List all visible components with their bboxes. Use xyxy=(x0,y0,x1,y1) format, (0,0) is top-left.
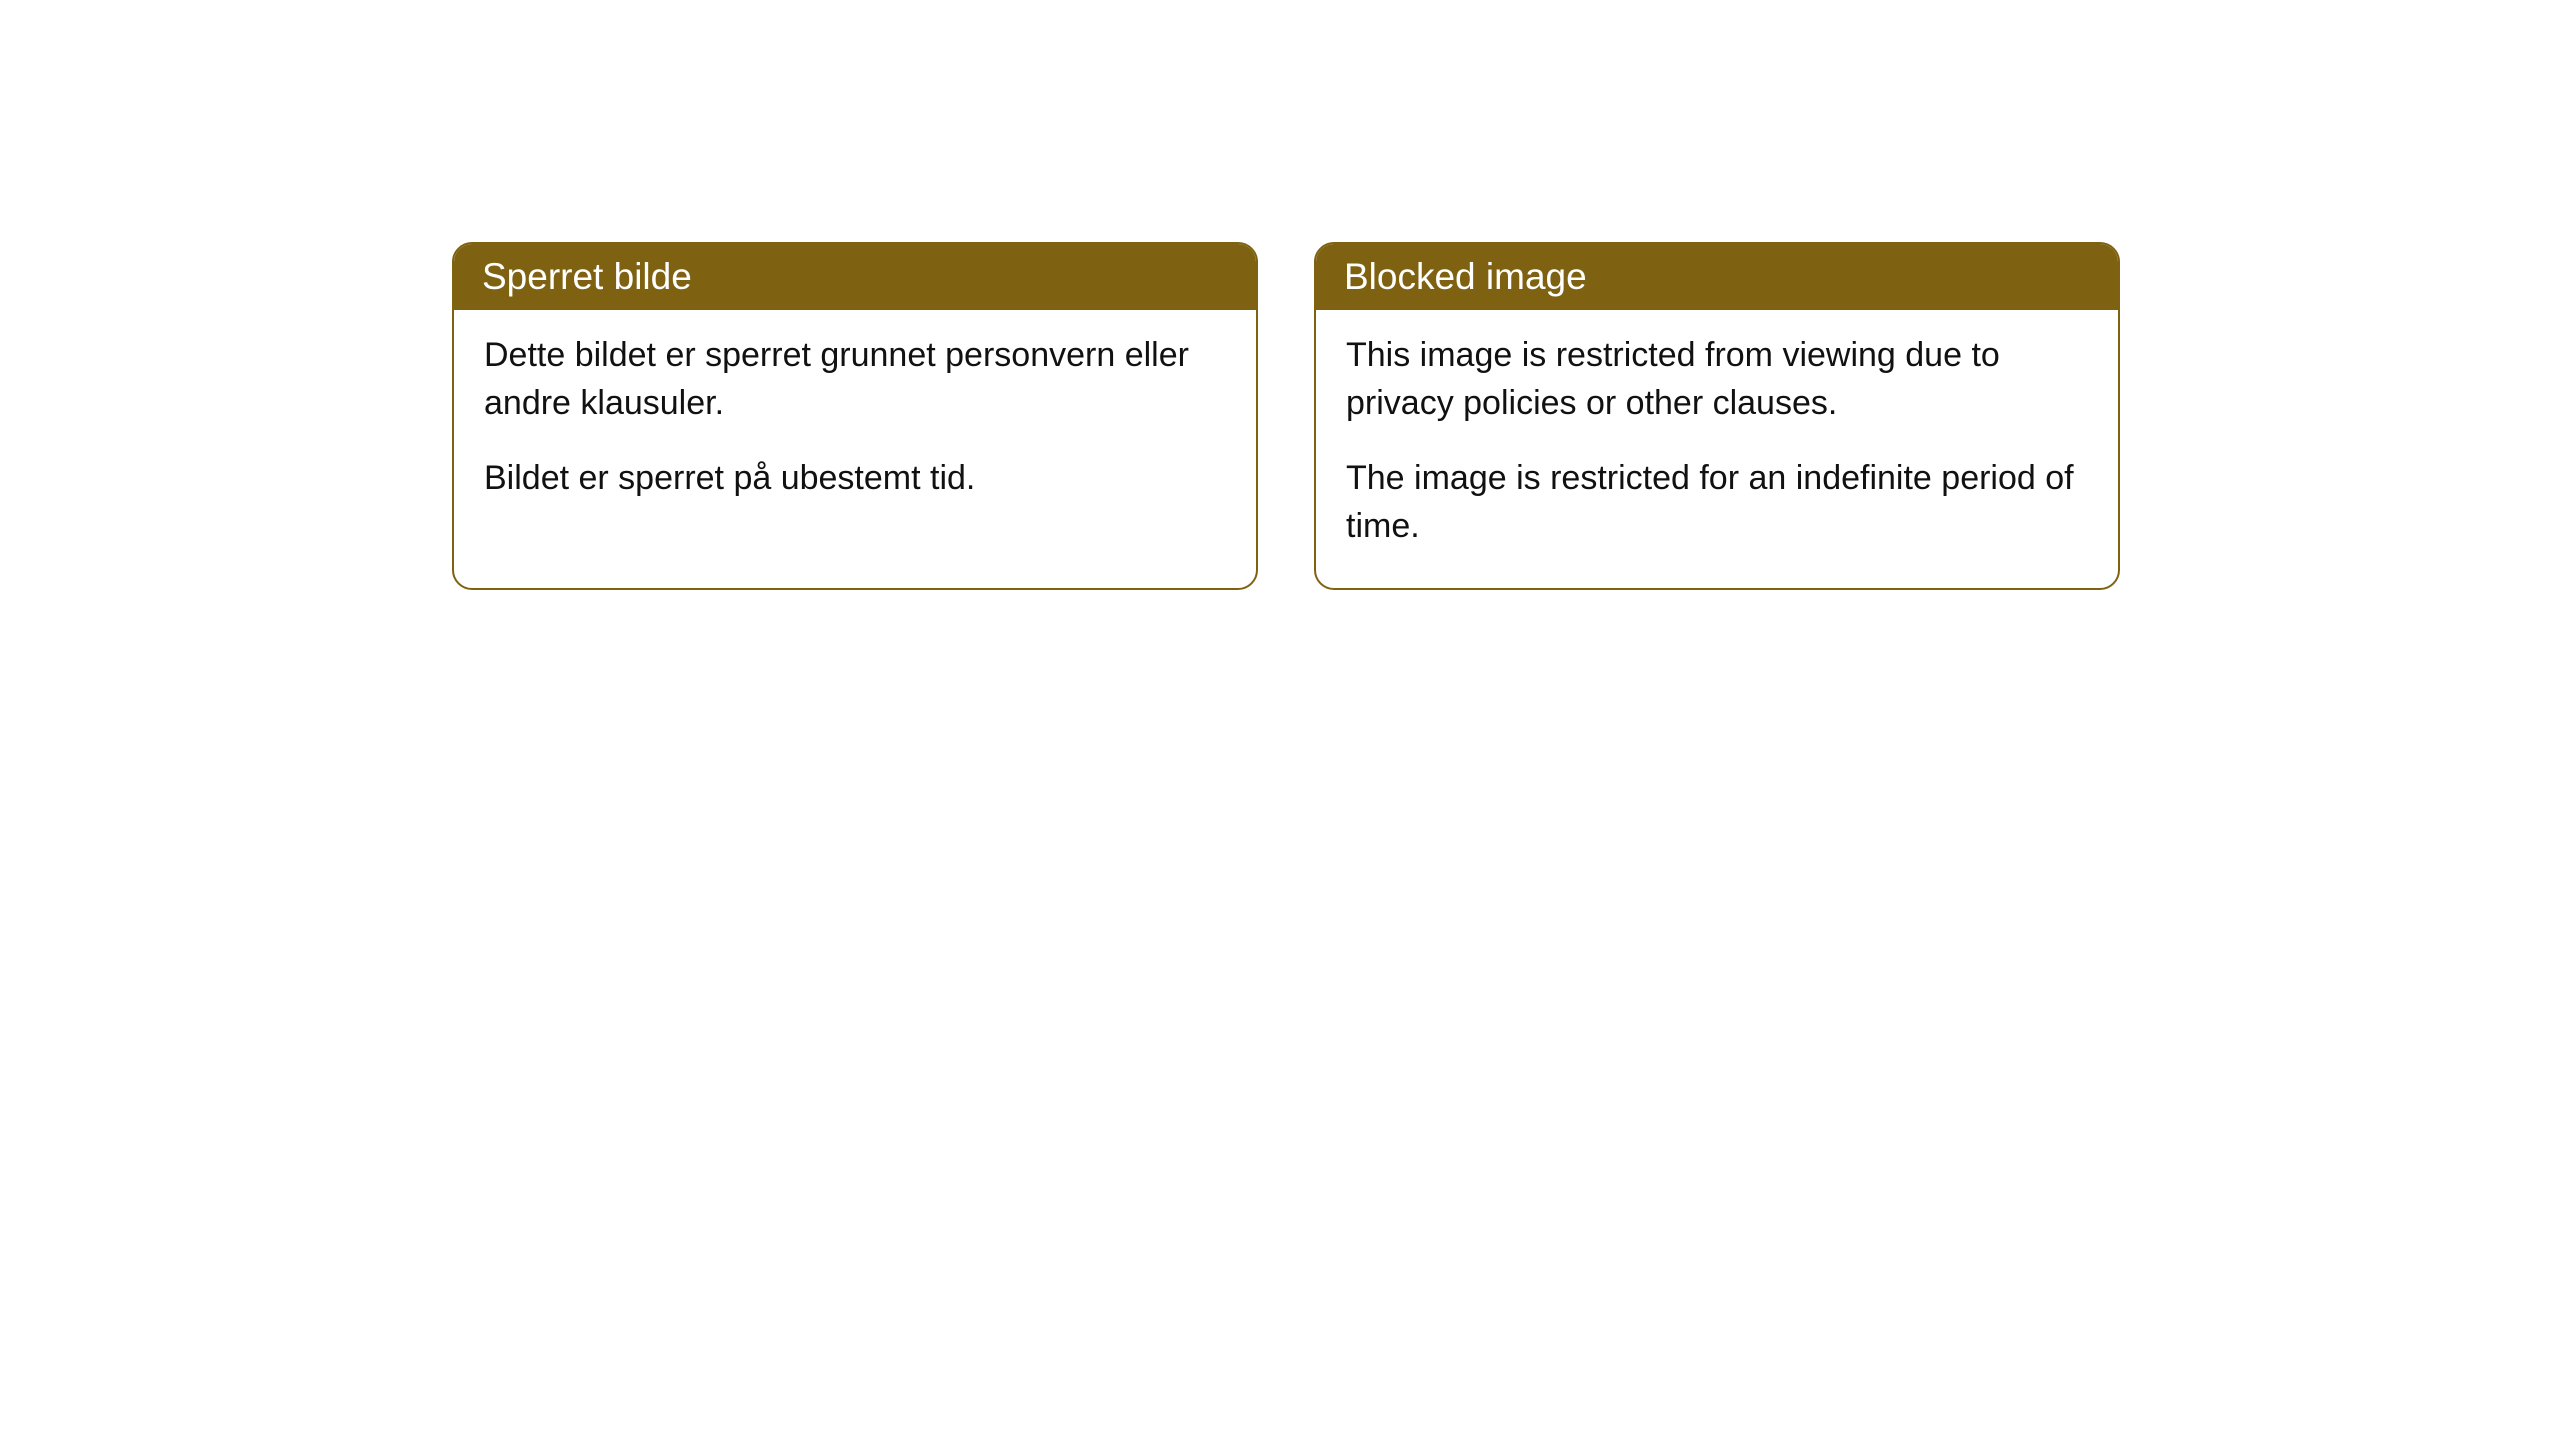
notice-cards-container: Sperret bilde Dette bildet er sperret gr… xyxy=(0,0,2560,590)
card-paragraph: This image is restricted from viewing du… xyxy=(1346,332,2088,427)
notice-card-english: Blocked image This image is restricted f… xyxy=(1314,242,2120,590)
card-paragraph: Dette bildet er sperret grunnet personve… xyxy=(484,332,1226,427)
card-body-english: This image is restricted from viewing du… xyxy=(1316,310,2118,588)
card-header-english: Blocked image xyxy=(1316,244,2118,310)
card-paragraph: Bildet er sperret på ubestemt tid. xyxy=(484,455,1226,503)
card-paragraph: The image is restricted for an indefinit… xyxy=(1346,455,2088,550)
notice-card-norwegian: Sperret bilde Dette bildet er sperret gr… xyxy=(452,242,1258,590)
card-body-norwegian: Dette bildet er sperret grunnet personve… xyxy=(454,310,1256,541)
card-header-norwegian: Sperret bilde xyxy=(454,244,1256,310)
